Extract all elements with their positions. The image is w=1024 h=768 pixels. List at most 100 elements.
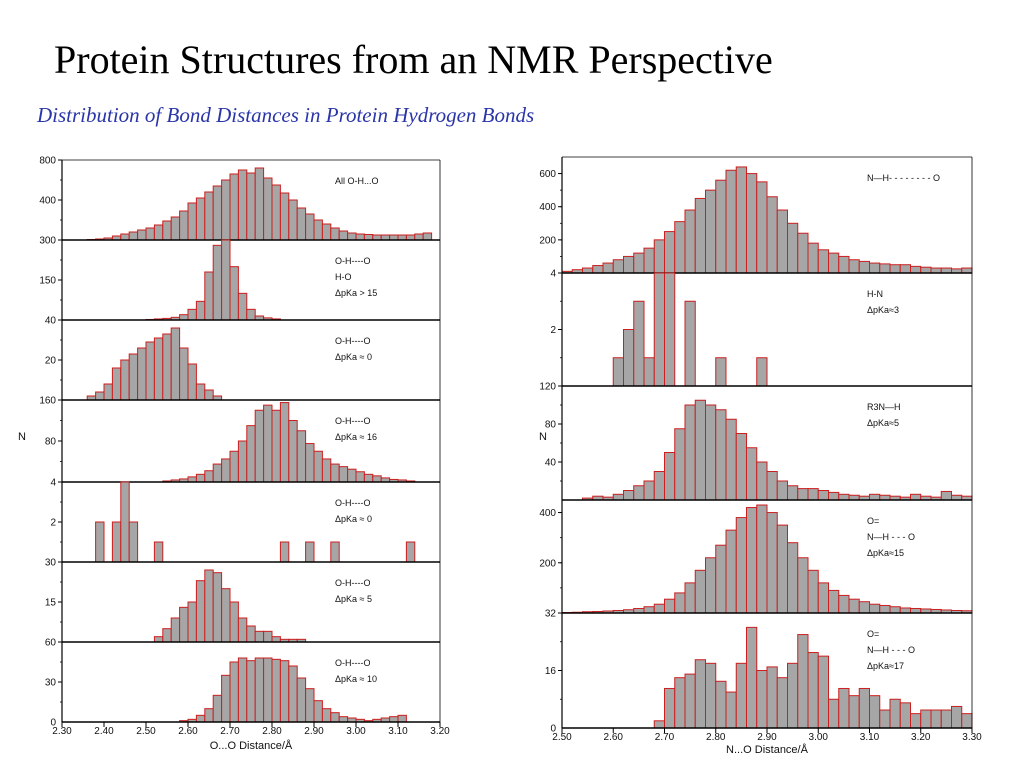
histogram-bar: [204, 708, 214, 723]
histogram-bar: [684, 582, 696, 614]
y-tick-label: 200: [539, 235, 556, 246]
histogram-bar: [195, 383, 206, 401]
histogram-bar: [195, 714, 206, 723]
histogram-bar: [170, 327, 181, 401]
x-tick-label: 2.60: [178, 726, 198, 737]
histogram-bar: [828, 589, 840, 614]
histogram-bar: [254, 167, 265, 241]
histogram-bar: [229, 601, 239, 643]
histogram-bar: [355, 471, 365, 483]
histogram-bar: [195, 580, 206, 643]
histogram-bar: [212, 572, 223, 643]
y-tick-label: 20: [45, 356, 57, 367]
histogram-bar: [111, 367, 122, 401]
histogram-bar: [756, 181, 768, 274]
histogram-bar: [397, 714, 407, 723]
histogram-bar: [705, 404, 717, 501]
page-subtitle: Distribution of Bond Distances in Protei…: [37, 103, 535, 127]
histogram-bar: [633, 485, 645, 501]
panel-annotation: N—H - - - O: [867, 645, 915, 655]
histogram-bar: [313, 700, 323, 723]
histogram-bar: [694, 569, 706, 614]
histogram-bar: [363, 473, 374, 483]
histogram-bar: [787, 485, 799, 501]
histogram-bar: [187, 202, 197, 241]
histogram-bar: [930, 709, 942, 729]
histogram-bar: [271, 658, 281, 723]
histogram-bar: [910, 493, 922, 501]
x-tick-label: 2.80: [706, 732, 726, 743]
histogram-bar: [869, 695, 881, 729]
y-tick-label: 40: [45, 316, 57, 327]
y-tick-label: 4: [50, 478, 56, 489]
histogram-bar: [162, 220, 172, 241]
histogram-bar: [684, 300, 696, 387]
histogram-bar: [694, 197, 706, 274]
y-tick-label: 300: [39, 236, 56, 247]
histogram-bar: [179, 210, 189, 241]
histogram-bar: [296, 677, 307, 723]
histogram-bar: [229, 173, 239, 241]
histogram-bar: [694, 659, 706, 729]
y-tick-label: 150: [39, 276, 56, 287]
histogram-bar: [879, 709, 891, 729]
panel-annotation: N—H- - - - - - - - O: [867, 173, 940, 183]
histogram-bar: [330, 541, 340, 563]
histogram-bar: [756, 357, 768, 387]
histogram-bar: [684, 404, 696, 501]
histogram-bar: [179, 347, 189, 401]
histogram-bar: [838, 687, 850, 729]
histogram-bar: [664, 687, 676, 729]
histogram-bar: [95, 391, 105, 401]
y-tick-label: 60: [45, 638, 57, 649]
histogram-bar: [237, 657, 248, 723]
histogram-bar: [212, 185, 223, 241]
histogram-bar: [807, 242, 819, 274]
histogram-bar: [195, 197, 206, 241]
histogram-bar: [145, 227, 155, 241]
histogram-bar: [940, 709, 952, 729]
y-tick-label: 80: [545, 420, 557, 431]
histogram-bar: [797, 634, 809, 729]
histogram-bar: [776, 677, 788, 729]
y-tick-label: 4: [550, 269, 556, 280]
y-tick-label: 15: [45, 598, 57, 609]
histogram-bar: [263, 630, 273, 643]
panel-annotation: ΔpKa ≈ 0: [335, 352, 372, 362]
histogram-bar: [128, 353, 139, 401]
histogram-bar: [195, 473, 206, 483]
histogram-bar: [838, 255, 850, 274]
histogram-bar: [254, 409, 265, 483]
histogram-bar: [694, 399, 706, 501]
histogram-bar: [153, 541, 164, 563]
histogram-bar: [330, 712, 340, 723]
histogram-bar: [633, 300, 645, 387]
x-tick-label: 2.90: [757, 732, 777, 743]
histogram-bar: [221, 239, 231, 321]
histogram-bar: [951, 705, 963, 729]
panel-annotation: N—H - - - O: [867, 532, 915, 542]
histogram-bar: [674, 221, 686, 274]
histogram-bar: [288, 420, 298, 483]
histogram-bar: [296, 207, 307, 241]
panel-annotation: O-H----O: [335, 256, 371, 266]
histogram-bar: [776, 524, 788, 614]
histogram-bar: [643, 606, 655, 614]
y-tick-label: 600: [539, 169, 556, 180]
histogram-bar: [137, 229, 147, 241]
histogram-bar: [715, 409, 727, 501]
page-title: Protein Structures from an NMR Perspecti…: [54, 37, 773, 82]
y-tick-label: 400: [539, 202, 556, 213]
histogram-bar: [684, 209, 696, 274]
histogram-bar: [889, 698, 901, 729]
histogram-bar: [653, 603, 665, 614]
histogram-bar: [212, 463, 223, 483]
histogram-bar: [204, 389, 214, 401]
y-axis-label: N: [539, 431, 547, 443]
histogram-bar: [187, 308, 197, 321]
histogram-bar: [910, 265, 922, 274]
panel-annotation: ΔpKa≈17: [867, 661, 904, 671]
histogram-bar: [313, 450, 323, 483]
histogram-bar: [899, 264, 911, 274]
histogram-bar: [237, 292, 248, 321]
